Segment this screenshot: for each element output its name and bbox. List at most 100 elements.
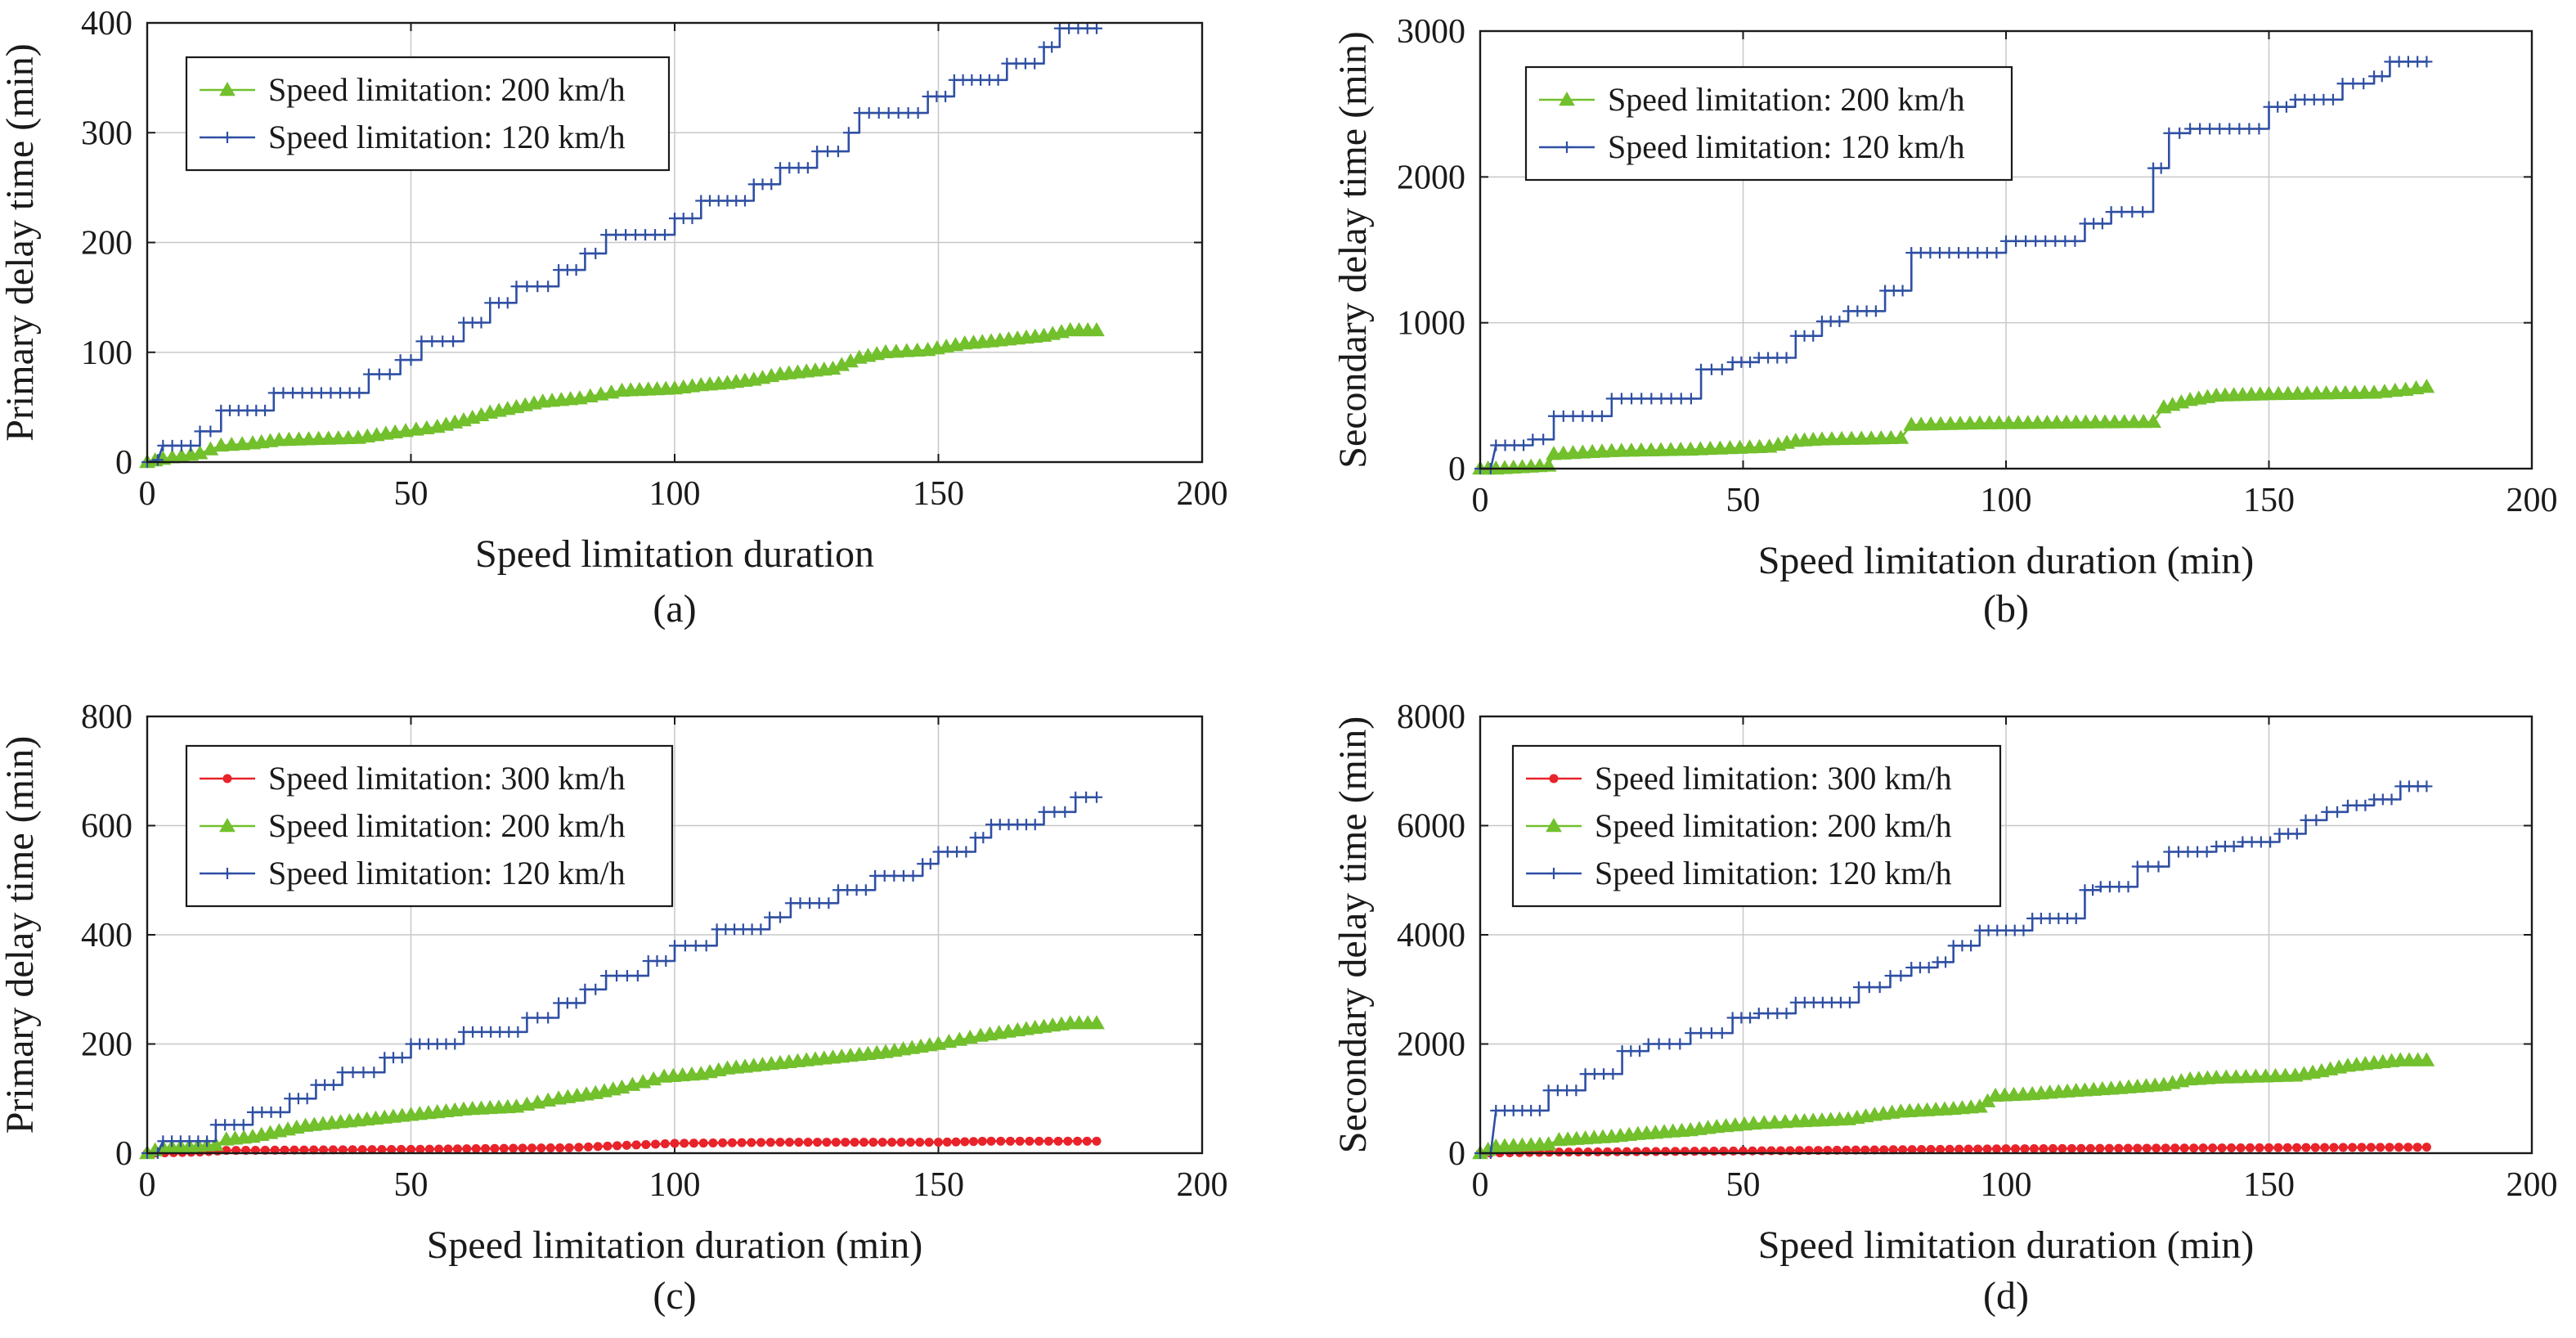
circle-marker [1888,1145,1898,1155]
plus-marker [2137,206,2149,218]
circle-marker [986,1136,996,1146]
plus-marker [1059,806,1071,818]
triangle-marker [1853,430,1870,445]
legend-label: Speed limitation: 120 km/h [268,119,626,155]
plus-marker [259,404,272,416]
plus-marker [1869,305,1882,317]
triangle-marker [1814,431,1830,446]
triangle-marker [1883,429,1900,445]
triangle-marker [2418,1052,2435,1066]
plus-marker [2300,814,2312,826]
triangle-marker [387,424,404,439]
plus-marker [1923,962,1935,974]
triangle-marker [2277,1067,2294,1082]
circle-marker [2227,1143,2237,1153]
circle-marker [1603,1147,1613,1156]
x-tick-label: 50 [394,475,429,513]
triangle-marker [1559,91,1575,106]
circle-marker [2001,1144,2011,1154]
plus-marker [2310,814,2322,826]
circle-marker [1554,1147,1564,1157]
plus-marker [194,425,206,438]
plus-marker [1038,806,1050,818]
series-s200 [139,1015,1105,1160]
triangle-marker [1653,442,1669,456]
plus-marker [689,940,702,952]
circle-marker [915,1138,925,1147]
plus-marker [1780,352,1793,364]
circle-marker [622,1140,631,1150]
circle-marker [2376,1143,2385,1152]
plus-marker [863,107,875,119]
plus-marker [2126,206,2138,218]
plus-marker [2116,206,2128,218]
plus-marker [1518,439,1530,451]
triangle-marker [2145,413,2161,429]
circle-marker [1973,1144,1983,1154]
triangle-marker [340,429,357,445]
triangle-marker [2397,381,2414,396]
circle-marker [2208,1143,2218,1153]
plus-marker [521,1012,533,1024]
x-tick-label: 50 [394,1166,429,1204]
circle-marker [2010,1144,2020,1154]
plus-marker [396,1052,408,1064]
legend: Speed limitation: 300 km/h Speed limitati… [185,744,674,908]
circle-marker [887,1138,897,1147]
plus-marker [447,335,460,348]
plus-marker [1895,970,1907,982]
circle-marker [1073,1136,1083,1146]
plus-marker [327,1079,339,1091]
plus-marker [394,354,406,366]
plus-marker [1665,393,1677,405]
triangle-marker [418,420,435,434]
circle-marker [813,1138,823,1147]
triangle-marker [2386,382,2403,397]
x-tick-label: 150 [2243,482,2295,519]
plus-marker [1615,393,1627,405]
y-tick-label: 4000 [1397,917,1465,954]
plus-marker [1561,141,1573,153]
circle-marker [222,774,232,783]
plus-marker [822,146,834,158]
plus-marker [1655,393,1667,405]
circle-marker [527,1143,536,1153]
plus-marker [2155,162,2167,174]
panel-caption: (c) [653,1274,696,1318]
legend-box [1524,65,2013,182]
plus-marker [774,911,786,923]
triangle-marker [1873,429,1890,445]
axes-box [1479,715,2533,1155]
plus-marker [1607,1068,1619,1080]
axes-box [146,715,1204,1155]
plus-marker [1896,285,1909,297]
plus-marker [611,970,623,982]
plus-marker [765,178,778,191]
circle-marker [2255,1143,2264,1152]
circle-marker [1593,1147,1603,1156]
plus-marker [2376,70,2388,83]
plus-marker [1716,363,1728,375]
circle-marker [2198,1143,2208,1153]
chart-panel-a: 0 50 100 150 200 0 100 200 300 400 Speed limitatio… [0,5,1228,631]
circle-marker [670,1138,680,1148]
triangle-marker [320,430,337,445]
circle-marker [2029,1144,2039,1154]
circle-marker [2179,1143,2189,1153]
plus-marker [1884,970,1896,982]
circle-marker [415,1144,425,1154]
circle-marker [1564,1147,1573,1157]
legend-label: Speed limitation: 200 km/h [1608,81,1965,118]
plus-marker [1537,433,1550,446]
circle-marker [2095,1143,2105,1153]
x-tick-label: 50 [1726,482,1761,519]
circle-marker [794,1138,804,1147]
circle-marker [924,1138,934,1147]
plus-marker [1874,981,1886,994]
plus-marker [912,107,924,119]
circle-marker [877,1138,887,1147]
x-axis-label: Speed limitation duration (min) [1758,539,2255,582]
triangle-marker [2408,379,2425,395]
plus-marker [1807,330,1820,342]
plus-marker [1685,393,1697,405]
